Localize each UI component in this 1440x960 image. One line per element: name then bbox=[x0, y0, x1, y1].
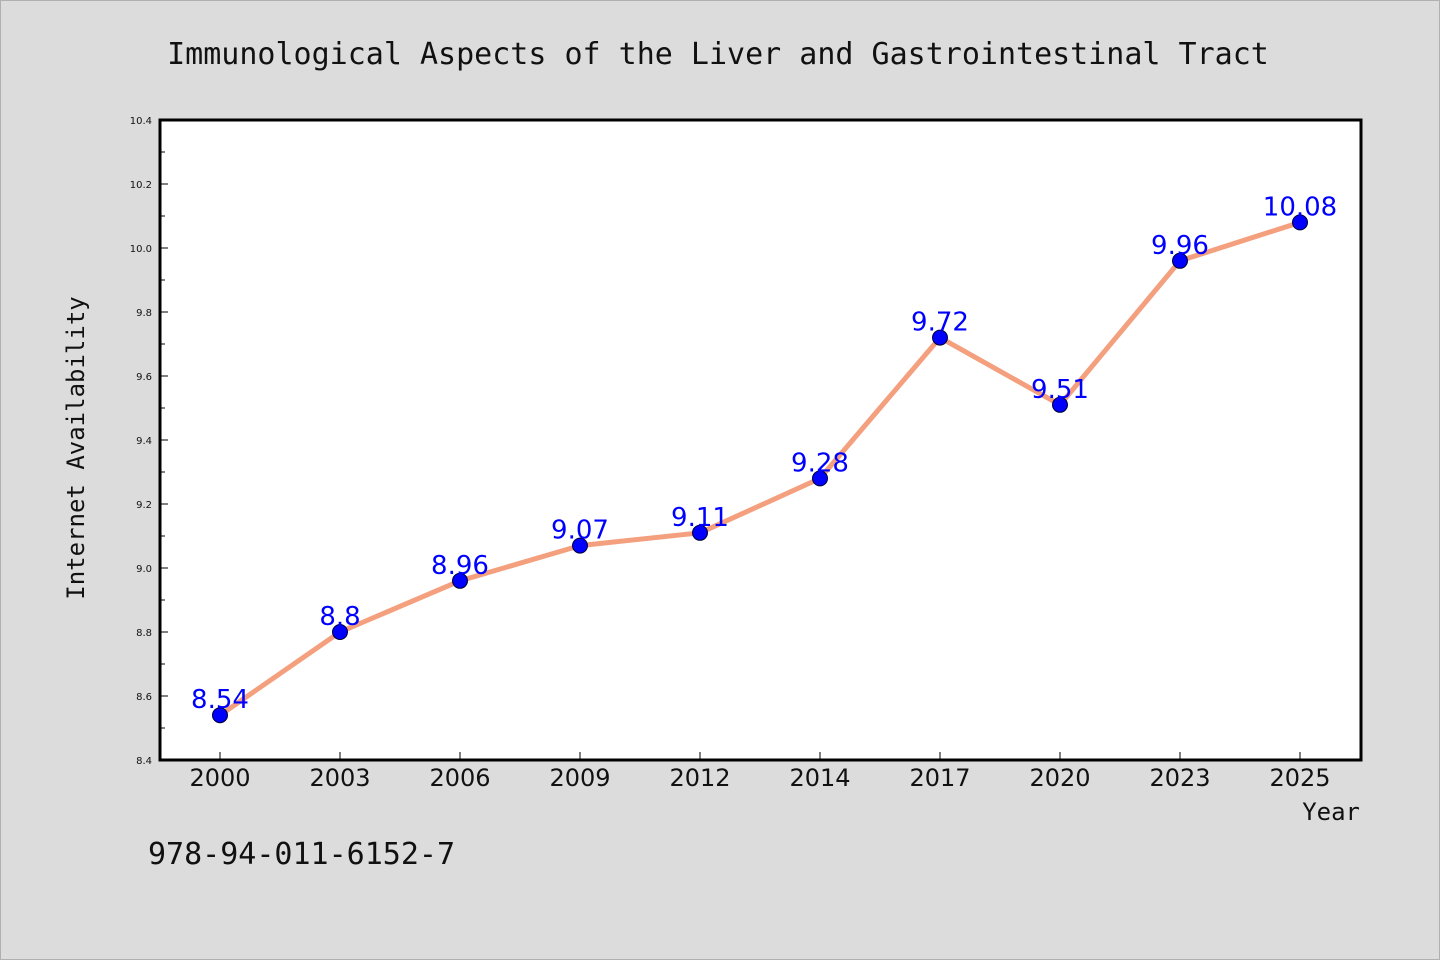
y-tick-label: 10.4 bbox=[130, 116, 152, 127]
y-tick-label: 10.2 bbox=[130, 180, 152, 191]
plot-border bbox=[158, 118, 1363, 762]
data-label: 9.51 bbox=[1031, 375, 1089, 405]
x-tick-label: 2025 bbox=[1269, 764, 1330, 792]
data-point bbox=[452, 572, 468, 589]
y-tick-label: 8.4 bbox=[136, 756, 152, 767]
data-point bbox=[1052, 396, 1068, 413]
data-point bbox=[572, 537, 588, 554]
data-label: 9.28 bbox=[791, 448, 849, 478]
y-tick-label: 10.0 bbox=[130, 244, 152, 255]
y-tick-label: 9.8 bbox=[136, 308, 152, 319]
data-point bbox=[1292, 214, 1308, 231]
x-tick-label: 2009 bbox=[549, 764, 610, 792]
x-tick-label: 2020 bbox=[1029, 764, 1090, 792]
x-axis-label: Year bbox=[1302, 798, 1360, 826]
y-axis-label: Internet Availability bbox=[62, 296, 90, 599]
data-point bbox=[332, 624, 348, 640]
chart-title: Immunological Aspects of the Liver and G… bbox=[167, 37, 1269, 72]
x-tick-label: 2012 bbox=[669, 764, 730, 792]
data-label: 9.72 bbox=[911, 308, 969, 338]
data-label: 9.96 bbox=[1151, 231, 1209, 261]
series-line bbox=[217, 219, 1303, 718]
data-label: 9.07 bbox=[551, 516, 609, 546]
x-tick-label: 2003 bbox=[309, 764, 370, 792]
data-point bbox=[1172, 252, 1188, 269]
data-label: 9.11 bbox=[671, 503, 729, 533]
data-label: 8.96 bbox=[431, 551, 489, 581]
isbn-footer-text: 978-94-011-6152-7 bbox=[148, 837, 455, 872]
x-tick-label: 2000 bbox=[189, 764, 250, 792]
x-tick-label: 2006 bbox=[429, 764, 490, 792]
x-tick-label: 2014 bbox=[789, 764, 850, 792]
y-tick-label: 8.6 bbox=[136, 692, 152, 703]
data-label: 10.08 bbox=[1263, 192, 1337, 222]
y-tick-label: 9.2 bbox=[136, 500, 152, 511]
data-point bbox=[212, 707, 228, 724]
series-group: 8.54 8.8 8.96 9.07 9.11 9.28 9.72 9.51 9.96 10.08 bbox=[191, 192, 1337, 724]
y-tick-label: 9.4 bbox=[136, 436, 152, 447]
y-tick-label: 8.8 bbox=[136, 628, 152, 639]
x-tick-label: 2017 bbox=[909, 764, 970, 792]
data-point bbox=[692, 524, 708, 541]
x-axis: 2000 2003 2006 2009 2012 2014 2017 2020 2023 2025 bbox=[189, 752, 1331, 792]
data-point bbox=[932, 329, 948, 346]
data-label: 8.8 bbox=[319, 602, 360, 632]
y-tick-label: 9.6 bbox=[136, 372, 152, 383]
y-axis: 8.4 8.6 8.8 9.0 9.2 9.4 9.6 9.8 10.0 10.2 10.4 bbox=[130, 116, 168, 767]
plot-area bbox=[160, 120, 1361, 760]
y-tick-label: 9.0 bbox=[136, 564, 152, 575]
data-point bbox=[812, 470, 828, 487]
x-tick-label: 2023 bbox=[1149, 764, 1210, 792]
data-label: 8.54 bbox=[191, 685, 249, 715]
